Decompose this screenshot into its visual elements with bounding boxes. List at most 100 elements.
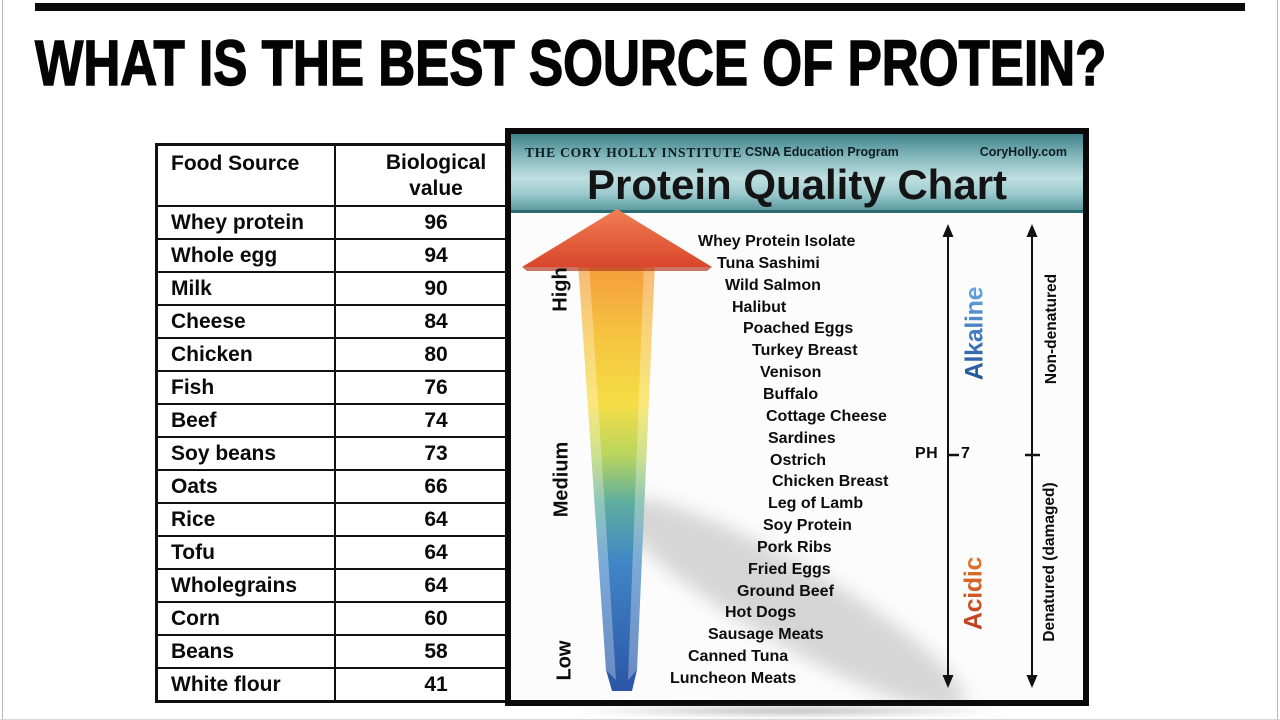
food-source-cell: Chicken bbox=[155, 337, 336, 372]
biological-value-cell: 84 bbox=[334, 304, 539, 339]
table-row: Tofu 64 bbox=[155, 535, 539, 570]
food-source-cell: Beans bbox=[155, 634, 336, 669]
table-row: Soy beans 73 bbox=[155, 436, 539, 471]
table-row: Corn 60 bbox=[155, 601, 539, 636]
ph-scale-line bbox=[947, 234, 959, 678]
food-source-cell: Whey protein bbox=[155, 205, 336, 240]
biological-value-cell: 90 bbox=[334, 271, 539, 306]
food-source-cell: Fish bbox=[155, 370, 336, 405]
biological-value-cell: 96 bbox=[334, 205, 539, 240]
protein-quality-chart: THE CORY HOLLY INSTITUTE CSNA Education … bbox=[505, 128, 1089, 706]
non-denatured-label: Non-denatured bbox=[1043, 273, 1060, 385]
food-item: Tuna Sashimi bbox=[717, 254, 820, 272]
acidic-label: Acidic bbox=[960, 544, 989, 644]
website-label: CoryHolly.com bbox=[979, 145, 1067, 159]
denatured-label: Denatured (damaged) bbox=[1041, 482, 1058, 642]
table-row: Wholegrains 64 bbox=[155, 568, 539, 603]
food-item: Sardines bbox=[768, 429, 836, 447]
biological-value-cell: 58 bbox=[334, 634, 539, 669]
biological-value-cell: 74 bbox=[334, 403, 539, 438]
page-title: WHAT IS THE BEST SOURCE OF PROTEIN? bbox=[34, 26, 1107, 100]
food-item: Whey Protein Isolate bbox=[698, 233, 856, 250]
denatured-scale-arrow-down-icon bbox=[1026, 675, 1038, 688]
table-row: Whole egg 94 bbox=[155, 238, 539, 273]
food-source-cell: Wholegrains bbox=[155, 568, 336, 603]
table-row: Rice 64 bbox=[155, 502, 539, 537]
table-row: Milk 90 bbox=[155, 271, 539, 306]
food-source-cell: Corn bbox=[155, 601, 336, 636]
alkaline-label: Alkaline bbox=[961, 274, 990, 394]
quality-arrow-graphic bbox=[522, 209, 1040, 700]
denatured-scale-arrow-up-icon bbox=[1026, 224, 1038, 237]
chart-title: Protein Quality Chart bbox=[586, 161, 1008, 208]
food-item: Venison bbox=[760, 364, 822, 382]
food-item: Luncheon Meats bbox=[670, 670, 797, 687]
food-item: Sausage Meats bbox=[708, 626, 824, 644]
food-source-header: Food Source bbox=[155, 143, 336, 207]
biological-value-cell: 64 bbox=[334, 502, 539, 537]
food-source-cell: Milk bbox=[155, 271, 336, 306]
food-item: Pork Ribs bbox=[757, 538, 832, 556]
biological-value-cell: 41 bbox=[334, 667, 539, 703]
food-source-cell: Tofu bbox=[155, 535, 336, 570]
biological-value-cell: 66 bbox=[334, 469, 539, 504]
table-row: White flour 41 bbox=[155, 667, 539, 703]
table-row: Beef 74 bbox=[155, 403, 539, 438]
left-edge-line bbox=[2, 0, 3, 720]
quality-arrow-body bbox=[578, 262, 655, 691]
food-source-cell: Soy beans bbox=[155, 436, 336, 471]
food-item: Turkey Breast bbox=[752, 342, 858, 360]
food-list: Whey Protein Isolate Tuna Sashimi Wild Sal… bbox=[511, 134, 1083, 700]
table-row: Chicken 80 bbox=[155, 337, 539, 372]
biological-value-cell: 64 bbox=[334, 535, 539, 570]
program-label: CSNA Education Program bbox=[745, 145, 899, 159]
table-row: Oats 66 bbox=[155, 469, 539, 504]
food-item: Cottage Cheese bbox=[766, 407, 887, 425]
food-item: Ground Beef bbox=[737, 582, 834, 600]
food-source-cell: White flour bbox=[155, 667, 336, 703]
food-item: Halibut bbox=[732, 298, 787, 316]
bv-table-body: Whey protein 96 Whole egg 94 Milk 90 Cheese 84 C… bbox=[155, 205, 539, 703]
right-edge-line bbox=[1277, 0, 1278, 720]
biological-value-cell: 76 bbox=[334, 370, 539, 405]
ph-scale-arrow-up-icon bbox=[942, 224, 954, 237]
food-item: Ostrich bbox=[770, 451, 827, 469]
food-item: Fried Eggs bbox=[748, 560, 831, 578]
chart-header-band: THE CORY HOLLY INSTITUTE CSNA Education … bbox=[511, 134, 1083, 213]
ph-label: PH bbox=[915, 445, 939, 462]
biological-value-table: Food Source Biological value Whey protei… bbox=[155, 143, 539, 703]
ph-scale-arrow-down-icon bbox=[942, 675, 954, 688]
chart-bottom-shadow bbox=[565, 705, 1015, 717]
biological-value-cell: 80 bbox=[334, 337, 539, 372]
food-item: Hot Dogs bbox=[725, 604, 797, 622]
denatured-scale-line bbox=[1025, 234, 1040, 678]
biological-value-cell: 94 bbox=[334, 238, 539, 273]
table-row: Cheese 84 bbox=[155, 304, 539, 339]
arrow-shadow bbox=[615, 498, 965, 700]
table-row: Fish 76 bbox=[155, 370, 539, 405]
food-source-cell: Beef bbox=[155, 403, 336, 438]
food-item: Chicken Breast bbox=[772, 473, 889, 491]
food-source-cell: Oats bbox=[155, 469, 336, 504]
food-item: Wild Salmon bbox=[725, 276, 821, 294]
food-item: Buffalo bbox=[763, 385, 819, 403]
ph-value: 7 bbox=[961, 445, 970, 462]
food-source-cell: Cheese bbox=[155, 304, 336, 339]
biological-value-header: Biological value bbox=[334, 143, 539, 207]
food-item: Soy Protein bbox=[763, 517, 852, 535]
table-row: Beans 58 bbox=[155, 634, 539, 669]
food-item: Canned Tuna bbox=[688, 648, 789, 666]
food-source-cell: Rice bbox=[155, 502, 336, 537]
biological-value-cell: 60 bbox=[334, 601, 539, 636]
food-item: Leg of Lamb bbox=[768, 495, 864, 513]
table-header-row: Food Source Biological value bbox=[155, 143, 539, 207]
arrow-body-highlight-left bbox=[578, 262, 616, 680]
top-divider-bar bbox=[35, 3, 1245, 11]
table-row: Whey protein 96 bbox=[155, 205, 539, 240]
food-source-cell: Whole egg bbox=[155, 238, 336, 273]
quality-arrow-head-shade bbox=[522, 267, 712, 271]
institute-label: THE CORY HOLLY INSTITUTE bbox=[525, 145, 743, 160]
food-item: Poached Eggs bbox=[743, 320, 854, 338]
quality-arrow-head bbox=[522, 209, 712, 267]
